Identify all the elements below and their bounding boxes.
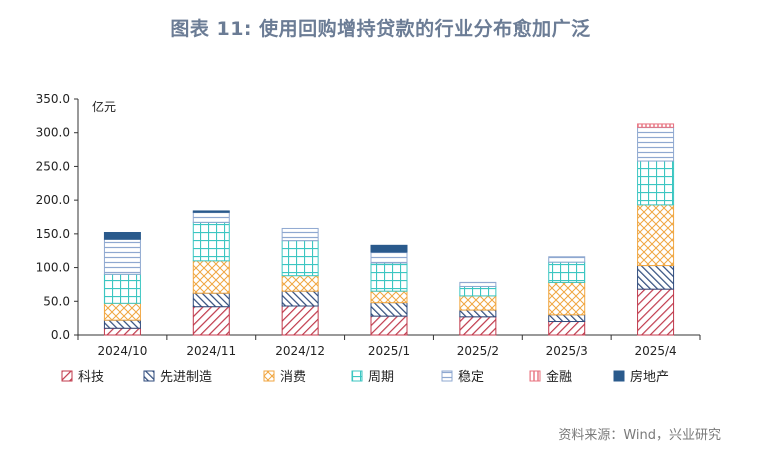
x-tick-label: 2025/3 <box>546 344 588 358</box>
legend-swatch <box>529 370 541 382</box>
legend-swatch <box>441 370 453 382</box>
bar-segment <box>637 265 675 290</box>
bar-segment <box>192 292 230 308</box>
bar-segment <box>548 256 586 263</box>
bar-segment <box>637 288 675 336</box>
bar-segment <box>192 211 230 223</box>
bar-segment <box>459 285 497 297</box>
bar-segment <box>637 160 675 206</box>
legend-swatch <box>61 370 73 382</box>
bar-segment <box>370 290 408 304</box>
bar-segment <box>103 238 141 275</box>
bar-segment <box>370 315 408 336</box>
y-tick-label: 200.0 <box>36 193 70 207</box>
y-tick-label: 300.0 <box>36 126 70 140</box>
bar-segment <box>459 295 497 311</box>
legend-swatch <box>143 370 155 382</box>
bar-segment <box>459 309 497 318</box>
legend-label: 消费 <box>280 370 306 385</box>
bar-segment <box>370 302 408 317</box>
bar-segment <box>548 314 586 323</box>
y-tick-label: 100.0 <box>36 261 70 275</box>
legend-label: 周期 <box>368 370 394 385</box>
x-tick-label: 2025/4 <box>634 344 676 358</box>
y-tick-label: 50.0 <box>43 294 70 308</box>
y-axis-label: 亿元 <box>92 99 116 114</box>
bar-segment <box>192 221 230 262</box>
bar-segment <box>548 321 586 336</box>
chart-title: 图表 11: 使用回购增持贷款的行业分布愈加广泛 <box>170 18 591 40</box>
bar-segment <box>281 227 319 242</box>
legend-label: 稳定 <box>458 369 484 385</box>
source-note: 资料来源：Wind，兴业研究 <box>558 428 721 443</box>
x-tick-label: 2024/11 <box>186 344 236 358</box>
bar-segment <box>103 302 141 321</box>
bar-segment <box>637 126 675 162</box>
y-tick-label: 150.0 <box>36 227 70 241</box>
bar-segment <box>281 240 319 277</box>
legend-swatch <box>351 370 363 382</box>
legend-label: 先进制造 <box>160 370 212 385</box>
bar-segment <box>281 305 319 336</box>
bar-segment <box>370 262 408 292</box>
bar-segment <box>370 244 408 253</box>
bar-segment <box>192 306 230 336</box>
bar-segment <box>459 281 497 287</box>
bar-segment <box>548 261 586 283</box>
bar-segment <box>103 232 141 240</box>
y-tick-label: 350.0 <box>36 92 70 106</box>
x-tick-label: 2025/2 <box>457 344 499 358</box>
bar-segment <box>637 204 675 267</box>
bar-segment <box>281 290 319 307</box>
x-tick-label: 2025/1 <box>368 344 410 358</box>
bar-segment <box>192 210 230 213</box>
bar-segment <box>637 123 675 128</box>
bar-segment <box>459 316 497 336</box>
bar-segment <box>370 251 408 264</box>
bar-segment <box>548 281 586 316</box>
legend-label: 房地产 <box>630 369 669 385</box>
legend-swatch <box>613 370 625 382</box>
legend-swatch <box>263 370 275 382</box>
y-tick-label: 250.0 <box>36 159 70 173</box>
legend-label: 金融 <box>546 369 572 385</box>
bar-segment <box>103 273 141 304</box>
bar-segment <box>103 327 141 336</box>
bar-segment <box>103 319 141 329</box>
y-tick-label: 0.0 <box>51 328 70 342</box>
legend-label: 科技 <box>78 370 104 385</box>
bar-segment <box>281 275 319 292</box>
x-tick-label: 2024/10 <box>97 344 147 358</box>
x-tick-label: 2024/12 <box>275 344 325 358</box>
bar-segment <box>192 260 230 294</box>
